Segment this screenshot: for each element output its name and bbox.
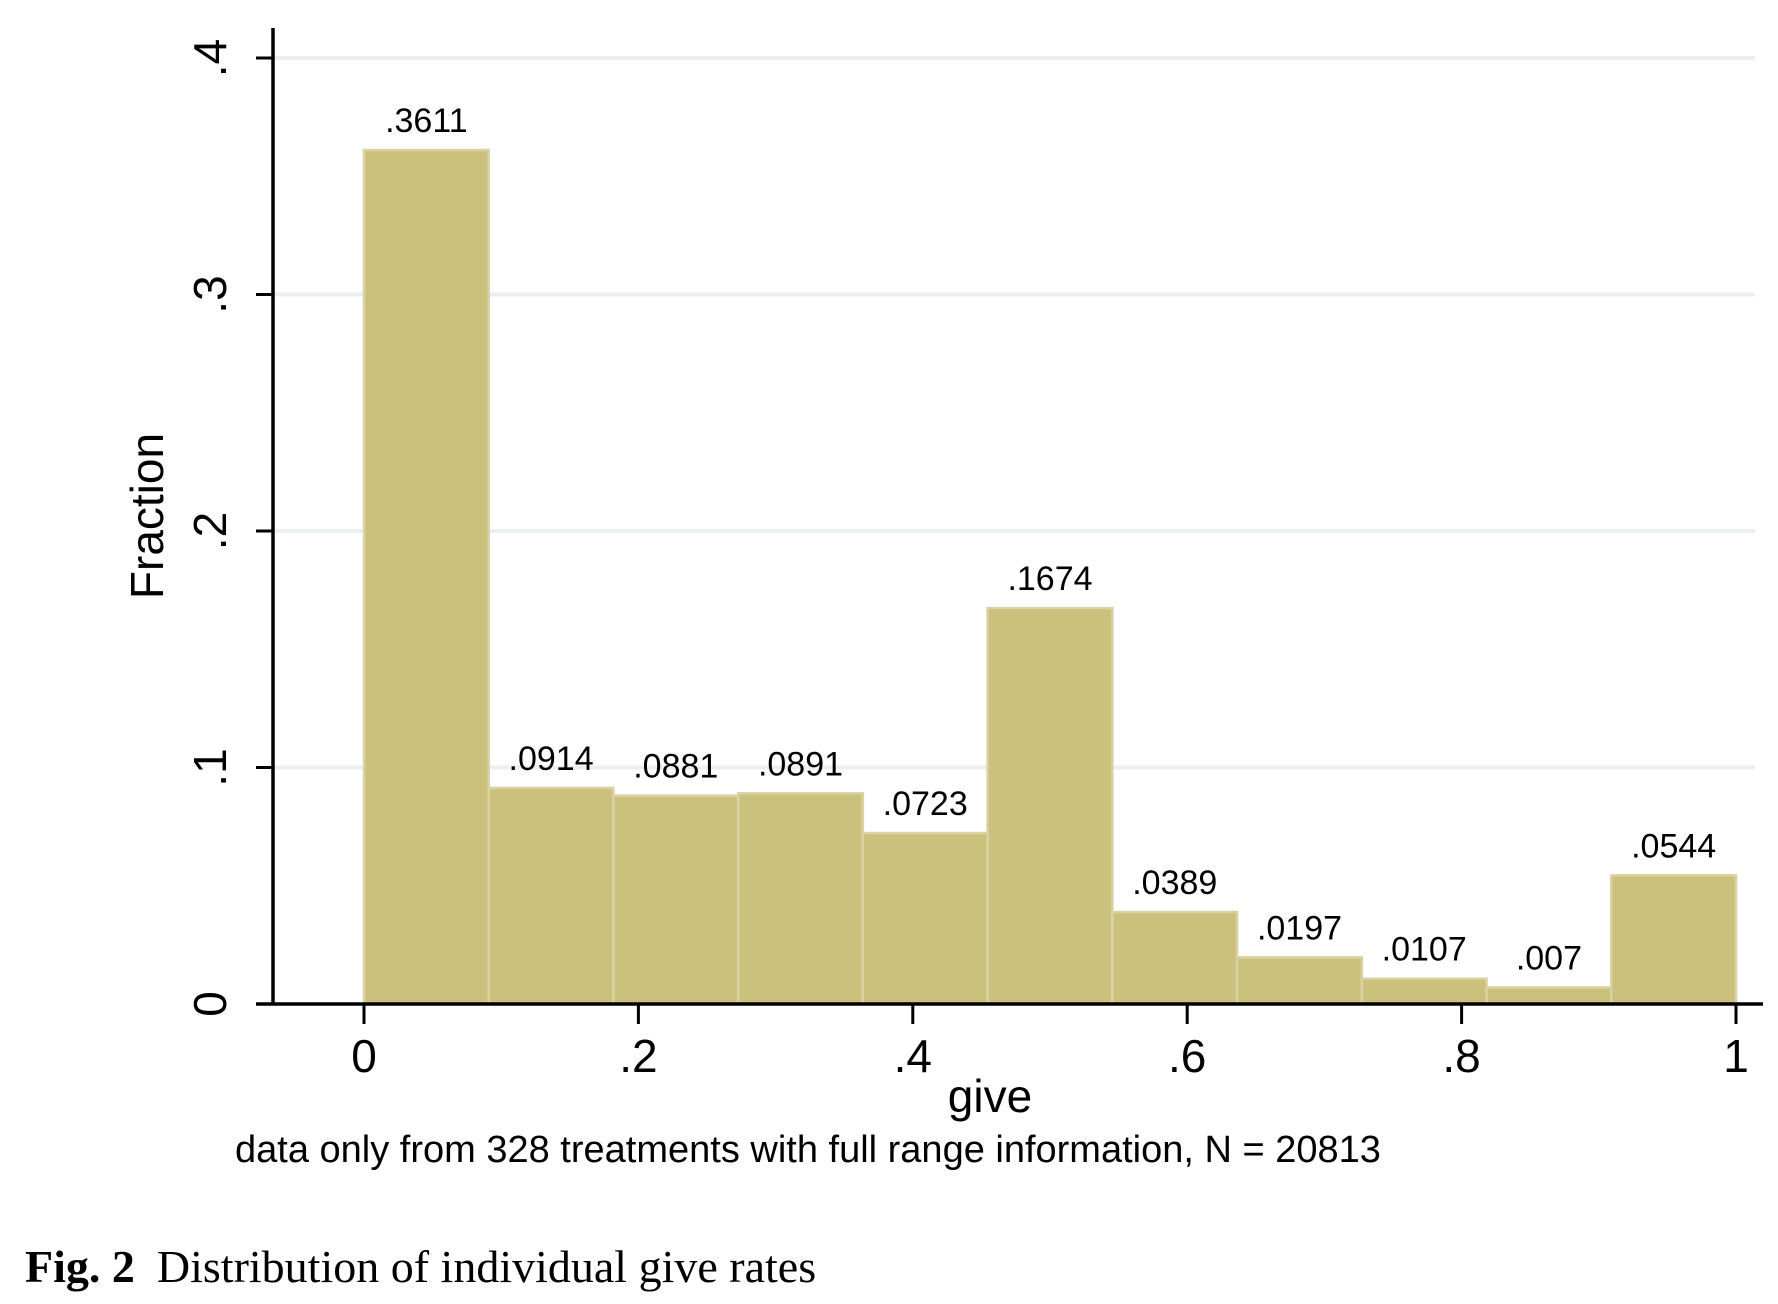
histogram-bar <box>1485 986 1613 1006</box>
histogram-bar <box>1111 910 1239 1006</box>
histogram-chart: .3611 .0914 .0881 .0891 .0723 .1674 .0389 .0197… <box>121 28 1763 1171</box>
bar-value-label: .0723 <box>883 785 968 823</box>
histogram-bar <box>986 606 1114 1006</box>
figure-title: Distribution of individual give rates <box>156 1241 817 1292</box>
x-tick-label: .8 <box>1442 1030 1480 1082</box>
bars <box>362 148 1738 1006</box>
x-tick-label: 0 <box>351 1030 377 1082</box>
histogram-bar <box>1610 874 1738 1006</box>
bar-value-label: .3611 <box>385 102 468 140</box>
bar-value-label: .007 <box>1516 939 1582 977</box>
x-tick-label: .6 <box>1168 1030 1206 1082</box>
bar-value-label: .0544 <box>1631 827 1716 865</box>
x-axis-title: give <box>948 1070 1032 1122</box>
y-tick-label: .1 <box>184 748 236 786</box>
histogram-bar <box>612 794 740 1006</box>
x-tick-label: 1 <box>1723 1030 1749 1082</box>
y-tick-label: .3 <box>184 275 236 313</box>
x-tick-label: .4 <box>894 1030 932 1082</box>
x-tick-label: .2 <box>619 1030 657 1082</box>
histogram-bar <box>1360 977 1488 1006</box>
bar-value-label: .0891 <box>758 745 843 783</box>
histogram-bar <box>362 148 490 1006</box>
bar-value-label: .0197 <box>1257 909 1342 947</box>
y-tick-label: .2 <box>184 512 236 550</box>
histogram-bar <box>861 831 989 1006</box>
labels: .3611 .0914 .0881 .0891 .0723 .1674 .0389 .0197… <box>121 39 1749 1171</box>
histogram-bar <box>736 792 865 1006</box>
figure-caption: Fig. 2 Distribution of individual give ra… <box>25 1240 1725 1293</box>
histogram-plot: .3611 .0914 .0881 .0891 .0723 .1674 .0389 .0197… <box>121 28 1763 1171</box>
axes <box>256 28 1763 1006</box>
chart-note: data only from 328 treatments with full … <box>235 1129 1381 1171</box>
bar-value-label: .0914 <box>509 740 594 778</box>
histogram-bar <box>487 786 615 1006</box>
y-axis-title: Fraction <box>121 433 173 599</box>
figure-label: Fig. 2 <box>25 1241 135 1292</box>
bar-value-label: .0881 <box>633 748 718 786</box>
bar-value-label: .0389 <box>1132 864 1217 902</box>
histogram-bar <box>1235 956 1364 1006</box>
ticks <box>256 56 1738 1024</box>
y-tick-label: .4 <box>184 39 236 77</box>
y-tick-label: 0 <box>184 991 236 1017</box>
bar-value-label: .1674 <box>1007 560 1092 598</box>
bar-value-label: .0107 <box>1382 931 1467 969</box>
